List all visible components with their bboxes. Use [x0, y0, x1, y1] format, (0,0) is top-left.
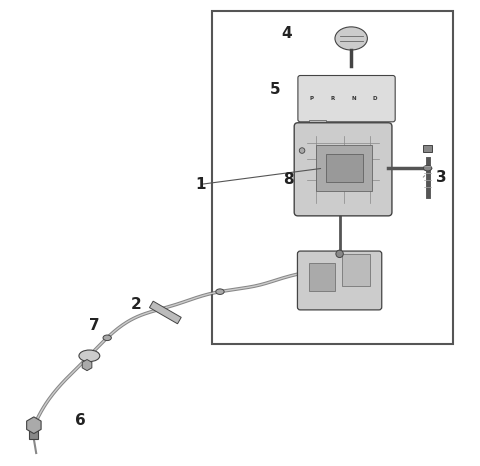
Circle shape — [300, 148, 305, 153]
Bar — [326, 154, 363, 182]
Text: 2: 2 — [131, 297, 141, 312]
Bar — [316, 145, 372, 192]
Ellipse shape — [335, 27, 367, 50]
FancyBboxPatch shape — [298, 251, 382, 310]
Text: 5: 5 — [269, 82, 280, 97]
Text: 4: 4 — [281, 26, 292, 41]
Bar — [29, 425, 38, 439]
Text: 3: 3 — [436, 170, 447, 185]
Circle shape — [336, 250, 343, 258]
Text: R: R — [331, 96, 335, 101]
Text: 8: 8 — [283, 172, 294, 187]
Ellipse shape — [423, 165, 432, 171]
Text: 7: 7 — [89, 318, 99, 333]
Bar — [149, 301, 181, 324]
Bar — [342, 254, 370, 286]
Bar — [298, 140, 306, 161]
Text: 6: 6 — [75, 413, 85, 428]
Bar — [212, 11, 453, 344]
Ellipse shape — [216, 289, 224, 295]
Text: D: D — [372, 96, 377, 101]
Text: N: N — [351, 96, 356, 101]
Ellipse shape — [103, 335, 111, 341]
Bar — [310, 263, 335, 291]
Ellipse shape — [79, 350, 100, 362]
Bar — [310, 119, 326, 126]
FancyBboxPatch shape — [298, 75, 395, 122]
Text: 1: 1 — [195, 177, 206, 192]
Bar — [423, 145, 432, 152]
Text: P: P — [310, 96, 314, 101]
FancyBboxPatch shape — [294, 123, 392, 216]
